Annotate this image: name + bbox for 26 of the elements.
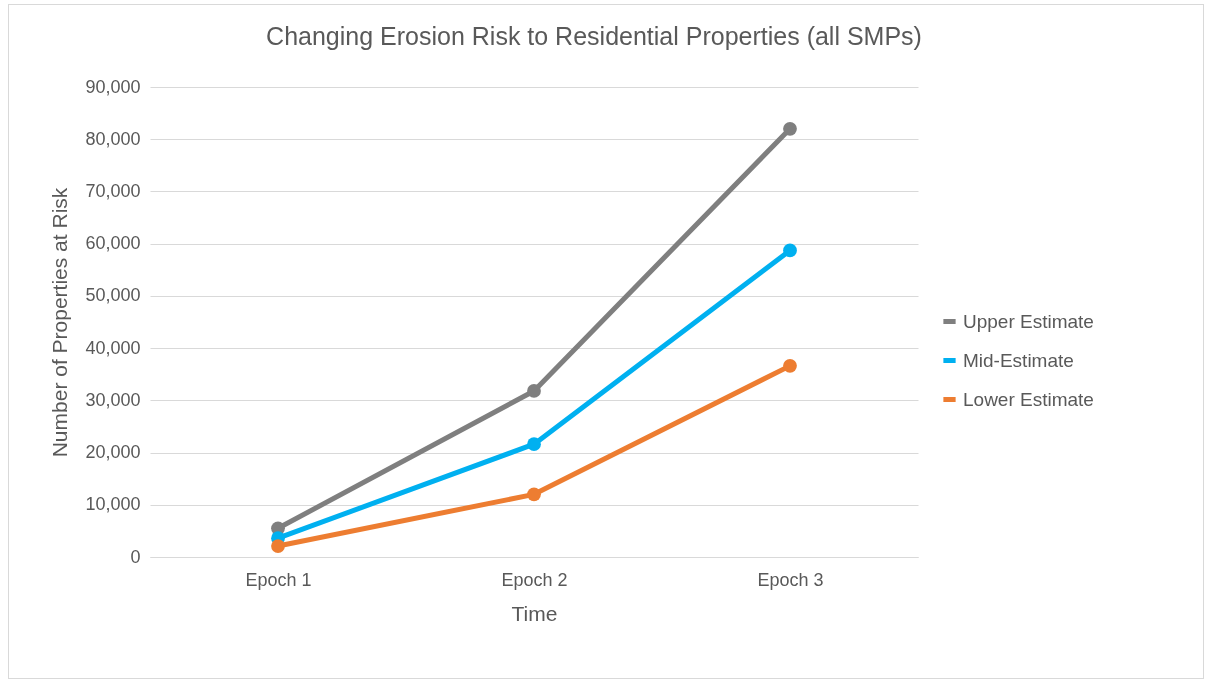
y-tick-label: 40,000: [85, 337, 141, 358]
point: [783, 121, 797, 136]
point: [783, 358, 797, 373]
x-tick-label: Epoch 3: [757, 569, 824, 590]
legend-label: Upper Estimate: [963, 310, 1094, 332]
point: [783, 243, 797, 258]
y-tick-label: 30,000: [85, 389, 141, 410]
y-tick-label: 20,000: [85, 442, 141, 463]
chart-title: Changing Erosion Risk to Residential Properties (all SMPs): [266, 22, 922, 50]
x-tick-label: Epoch 1: [245, 569, 312, 590]
x-tick-label: Epoch 2: [501, 569, 568, 590]
y-tick-label: 0: [130, 546, 141, 567]
y-axis-title: Number of Properties at Risk: [48, 187, 72, 458]
legend-label: Mid-Estimate: [963, 349, 1074, 371]
y-tick-label: 80,000: [85, 128, 141, 149]
y-tick-label: 50,000: [85, 285, 141, 306]
point: [271, 539, 285, 553]
y-tick-label: 10,000: [85, 494, 141, 515]
y-tick-label: 70,000: [85, 180, 141, 201]
y-tick-label: 90,000: [85, 76, 141, 97]
x-axis-title: Time: [511, 601, 558, 625]
point: [527, 384, 541, 398]
y-tick-label: 60,000: [85, 233, 141, 254]
point: [527, 487, 541, 502]
legend-label: Lower Estimate: [963, 388, 1094, 410]
point: [527, 437, 541, 452]
